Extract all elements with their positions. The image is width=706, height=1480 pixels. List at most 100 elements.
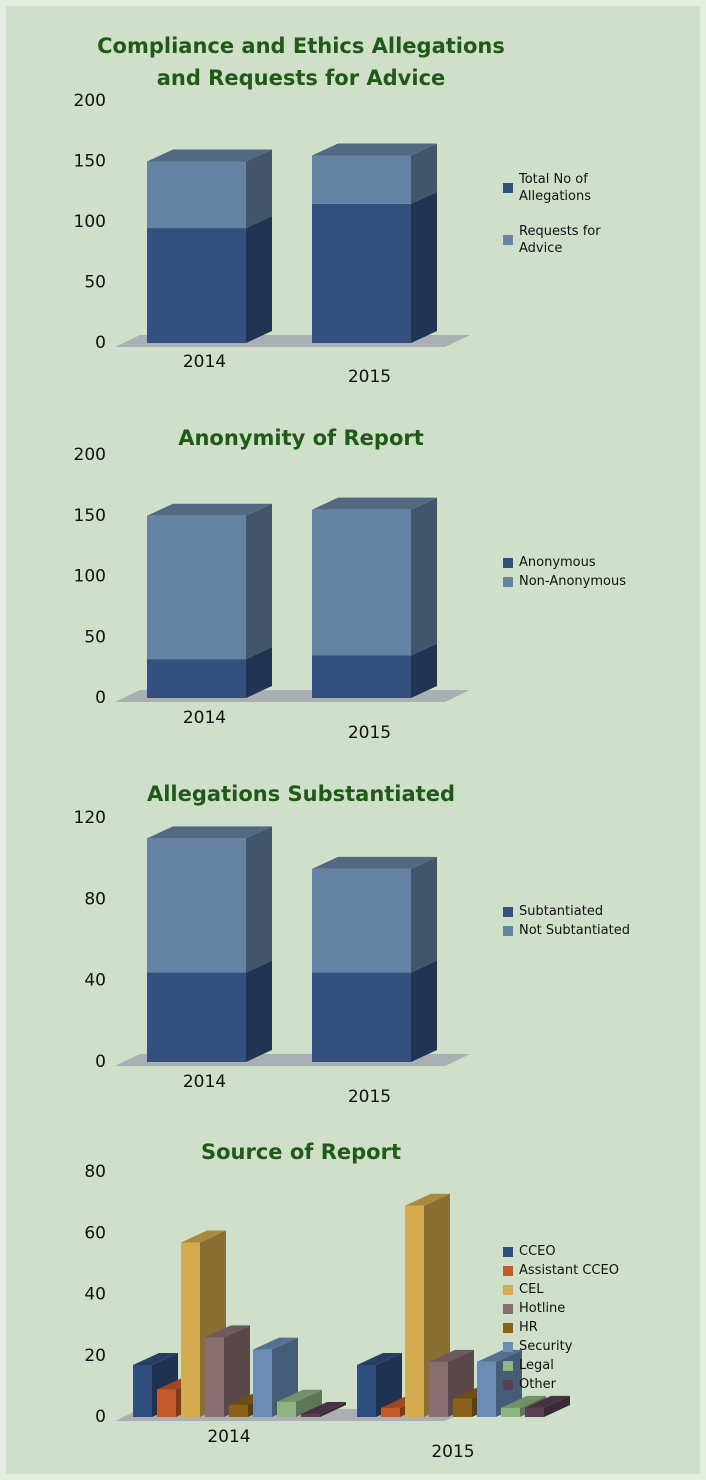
bar-top	[525, 1395, 570, 1408]
bar	[147, 228, 246, 343]
bar-top	[181, 1230, 226, 1243]
legend-item: Not Subtantiated	[503, 922, 663, 939]
bar-side	[544, 1395, 570, 1417]
legend-label: Security	[519, 1339, 573, 1354]
y-tick-label: 50	[84, 273, 106, 293]
y-tick-label: 0	[95, 688, 106, 708]
bar	[405, 1205, 424, 1417]
legend-label: Legal	[519, 1358, 554, 1373]
legend-swatch	[503, 235, 513, 245]
y-tick-label: 20	[84, 1346, 106, 1366]
legend-label: Subtantiated	[519, 904, 604, 919]
bar-top	[205, 1325, 250, 1338]
bar	[357, 1364, 376, 1417]
bar-side	[246, 826, 272, 973]
legend-swatch	[503, 1379, 513, 1390]
bar-top	[147, 503, 272, 516]
bar-top	[147, 826, 272, 839]
bar	[147, 515, 246, 660]
legend: Total No of Allegations Requests for Advi…	[503, 171, 613, 275]
bar	[312, 509, 411, 656]
bar-top	[477, 1349, 522, 1362]
bar	[253, 1349, 272, 1417]
bar	[229, 1404, 248, 1417]
legend-item: CCEO	[503, 1243, 663, 1260]
bar-side	[246, 960, 272, 1062]
chart-title: Allegations Substantiated	[146, 782, 455, 806]
bar-top	[357, 1352, 402, 1365]
bar	[312, 155, 411, 204]
legend-item: Hotline	[503, 1300, 663, 1317]
bar-side	[246, 647, 272, 698]
y-tick-label: 200	[74, 445, 106, 465]
bar-side	[246, 216, 272, 343]
y-tick-label: 150	[74, 506, 106, 526]
bar-top	[429, 1349, 474, 1362]
x-tick-label: 2014	[183, 708, 226, 728]
legend-item: Other	[503, 1376, 663, 1393]
bar	[312, 972, 411, 1062]
legend-label: Requests for Advice	[519, 224, 601, 256]
bar-side	[411, 960, 437, 1062]
chart-title: Source of Report	[200, 1140, 401, 1164]
legend-swatch	[503, 183, 513, 193]
legend-swatch	[503, 1360, 513, 1371]
bar	[205, 1337, 224, 1417]
legend-label: HR	[519, 1320, 538, 1335]
bar	[381, 1407, 400, 1417]
legend-swatch	[503, 557, 513, 568]
legend-item: CEL	[503, 1281, 663, 1298]
y-tick-label: 200	[74, 91, 106, 111]
y-tick-label: 0	[95, 1052, 106, 1072]
legend-item: Subtantiated	[503, 903, 663, 920]
bar-side	[320, 1401, 346, 1417]
y-tick-label: 100	[74, 212, 106, 232]
bar	[429, 1361, 448, 1417]
legend-label: CEL	[519, 1282, 544, 1297]
y-tick-label: 40	[84, 1285, 106, 1305]
legend-label: Anonymous	[519, 555, 596, 570]
bar-top	[277, 1389, 322, 1402]
legend-swatch	[503, 1341, 513, 1352]
legend-swatch	[503, 906, 513, 917]
bar-top	[301, 1401, 346, 1414]
bar-side	[246, 503, 272, 660]
chart-title: Anonymity of Report	[178, 426, 424, 450]
legend-swatch	[503, 576, 513, 587]
legend-label: Other	[519, 1377, 556, 1392]
y-tick-label: 80	[84, 1162, 106, 1182]
y-tick-label: 150	[74, 152, 106, 172]
bar	[525, 1407, 544, 1417]
bar-side	[246, 149, 272, 229]
bar	[147, 972, 246, 1062]
x-tick-label: 2014	[183, 352, 226, 372]
legend-swatch	[503, 1265, 513, 1276]
legend: Subtantiated Not Subtantiated	[503, 903, 663, 941]
legend-label: Not Subtantiated	[519, 923, 630, 938]
bar	[301, 1413, 320, 1417]
y-tick-label: 0	[95, 333, 106, 353]
y-tick-label: 0	[95, 1407, 106, 1427]
bar	[157, 1389, 176, 1417]
bar-top	[405, 1193, 450, 1206]
bar-top	[253, 1337, 298, 1350]
y-tick-label: 60	[84, 1223, 106, 1243]
bar-side	[411, 191, 437, 343]
legend-swatch	[503, 1246, 513, 1257]
y-tick-label: 100	[74, 567, 106, 587]
legend-label: Assistant CCEO	[519, 1263, 619, 1278]
x-tick-label: 2015	[431, 1442, 474, 1462]
legend-item: HR	[503, 1319, 663, 1336]
bar	[133, 1364, 152, 1417]
x-tick-label: 2015	[348, 1087, 391, 1107]
legend-swatch	[503, 1284, 513, 1295]
x-tick-label: 2015	[348, 367, 391, 387]
legend-item: Assistant CCEO	[503, 1262, 663, 1279]
y-tick-label: 80	[84, 889, 106, 909]
legend-label: Total No of Allegations	[519, 172, 592, 204]
legend-item: Anonymous	[503, 554, 663, 571]
bar-side	[411, 143, 437, 204]
bar	[501, 1407, 520, 1417]
